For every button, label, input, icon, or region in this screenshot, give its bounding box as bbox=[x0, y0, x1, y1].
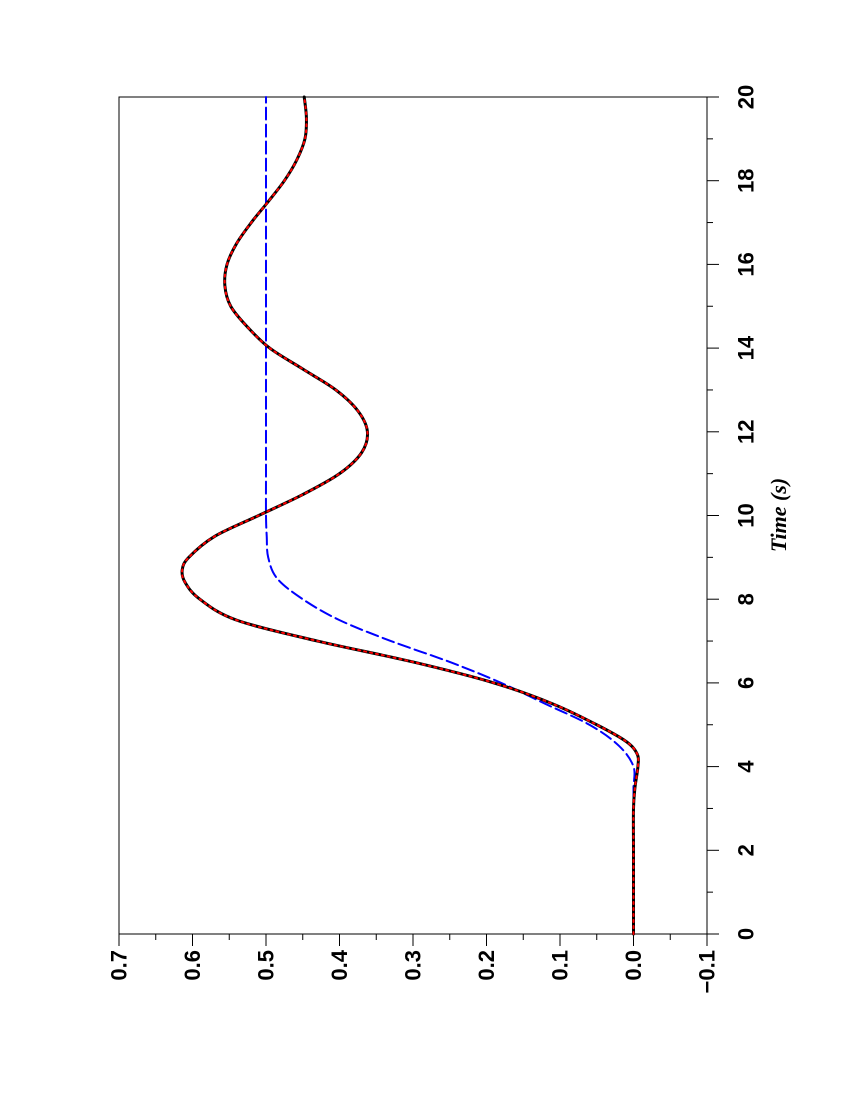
series-layer bbox=[180, 95, 640, 936]
x-tick-label: 12 bbox=[734, 420, 759, 444]
y-tick-label: 0.2 bbox=[474, 950, 499, 981]
x-tick-label: 8 bbox=[734, 593, 759, 605]
x-tick-label: 6 bbox=[734, 677, 759, 689]
x-tick-label: 16 bbox=[734, 252, 759, 276]
x-tick-label: 0 bbox=[734, 928, 759, 940]
x-tick-label: 4 bbox=[734, 760, 759, 773]
y-tick-label: 0.3 bbox=[401, 950, 426, 981]
y-axis-ticks: −0.1 0.0 0.1 0.2 0.3 0.4 0.5 0.6 0.7 bbox=[107, 934, 720, 993]
series-line-dashed-0 bbox=[264, 96, 636, 935]
y-tick-label: 0.7 bbox=[107, 950, 132, 981]
x-tick-label: 10 bbox=[734, 503, 759, 527]
x-tick-label: 2 bbox=[734, 844, 759, 856]
series-line-dotted-2 bbox=[180, 96, 640, 935]
y-tick-label: 0.4 bbox=[327, 949, 352, 980]
y-tick-label: 0.0 bbox=[621, 950, 646, 981]
x-tick-label: 18 bbox=[734, 168, 759, 192]
plot-frame bbox=[118, 96, 708, 935]
x-axis-ticks: 0 2 4 6 8 10 12 14 16 18 20 bbox=[707, 85, 759, 940]
x-tick-label: 14 bbox=[734, 335, 759, 360]
y-tick-label: 0.6 bbox=[180, 950, 205, 981]
x-tick-label: 20 bbox=[734, 85, 759, 109]
x-axis-title: Time (s) bbox=[766, 478, 791, 552]
y-tick-label: −0.1 bbox=[695, 950, 720, 993]
y-tick-label: 0.1 bbox=[548, 950, 573, 981]
y-tick-label: 0.5 bbox=[254, 950, 279, 981]
